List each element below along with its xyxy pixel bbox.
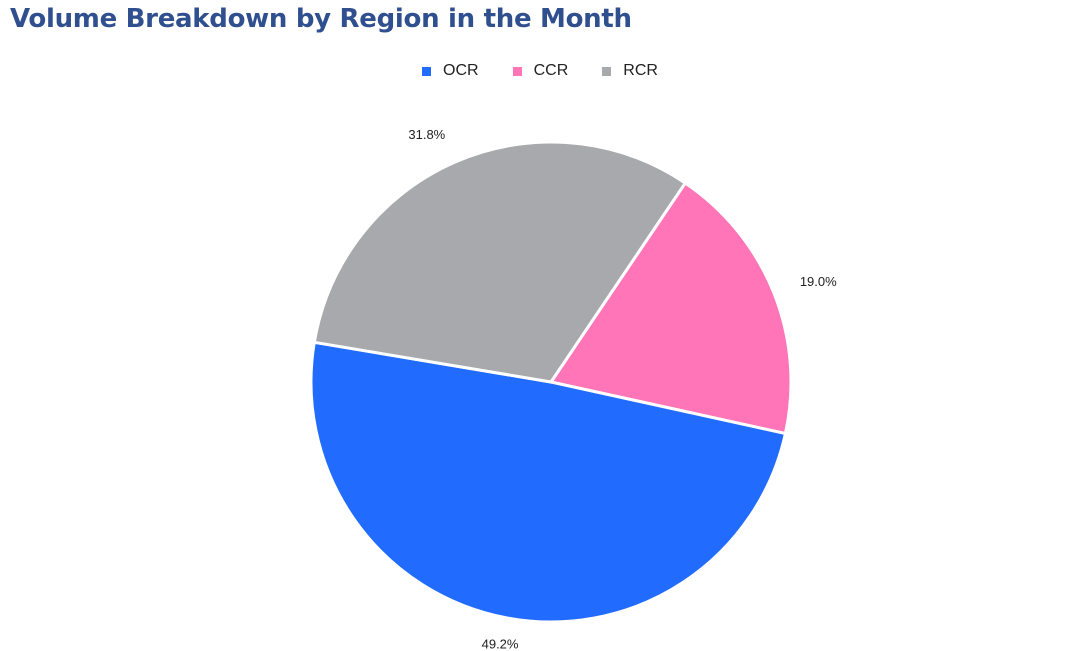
legend-item-rcr[interactable]: RCR <box>602 62 658 80</box>
legend-swatch-ocr <box>422 66 432 76</box>
legend-item-ccr[interactable]: CCR <box>512 62 569 80</box>
legend-label-ocr: OCR <box>443 62 479 79</box>
legend-item-ocr[interactable]: OCR <box>422 62 479 80</box>
legend-label-ccr: CCR <box>533 62 569 79</box>
pie-slice-ccr[interactable] <box>548 180 793 436</box>
legend-swatch-ccr <box>512 66 522 76</box>
slice-label-rcr: 31.8% <box>408 127 445 142</box>
legend: OCR CCR RCR <box>0 62 1080 80</box>
pie-slice-ocr[interactable] <box>309 340 788 624</box>
legend-label-rcr: RCR <box>623 62 658 79</box>
slice-label-ccr: 19.0% <box>800 274 837 289</box>
legend-swatch-rcr <box>602 66 612 76</box>
pie-slice-rcr[interactable] <box>312 140 688 384</box>
slice-label-ocr: 49.2% <box>482 637 519 651</box>
chart-title: Volume Breakdown by Region in the Month <box>10 4 632 34</box>
